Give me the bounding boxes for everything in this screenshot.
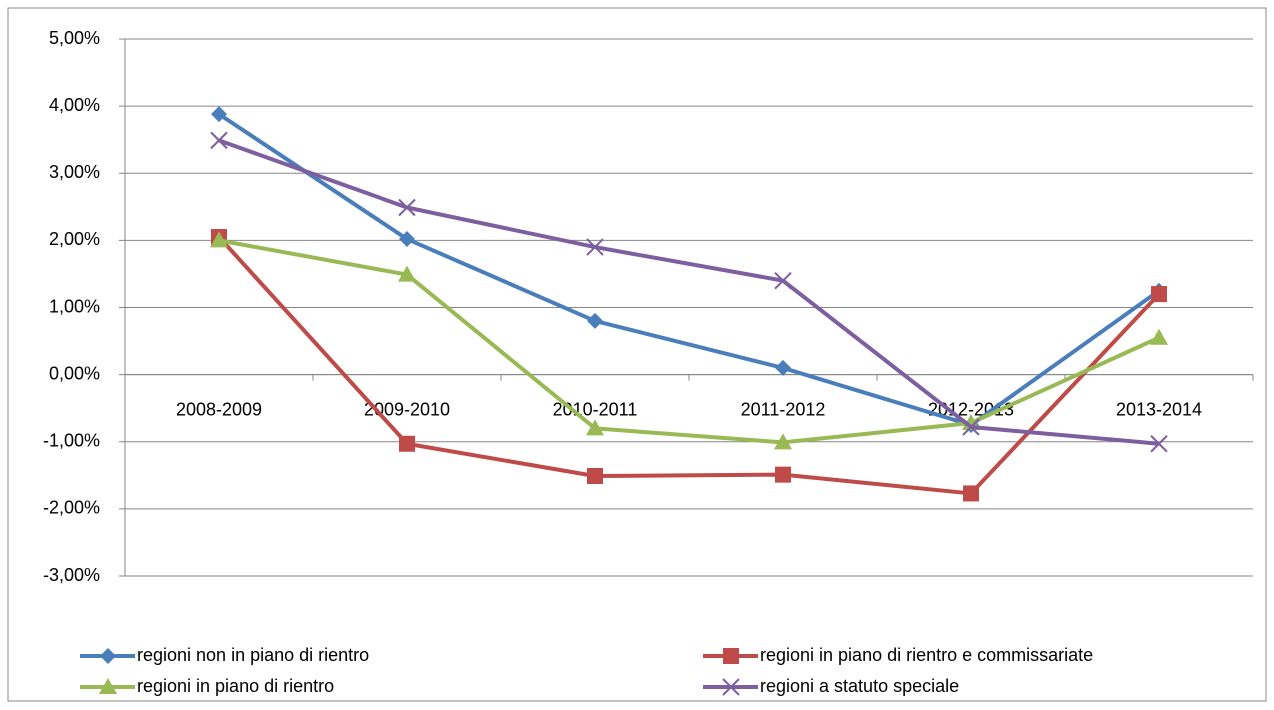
series-line: [218, 138, 1160, 446]
marker: [211, 106, 227, 123]
y-tick-label: 4,00%: [49, 95, 100, 115]
y-tick-label: 1,00%: [49, 296, 100, 316]
marker: [398, 198, 416, 217]
legend-label: regioni in piano di rientro: [137, 676, 334, 696]
y-tick-label: -1,00%: [43, 431, 100, 451]
marker: [722, 678, 740, 696]
y-tick-label: 3,00%: [49, 162, 100, 182]
marker: [399, 231, 415, 248]
marker: [963, 485, 979, 502]
legend-label: regioni a statuto speciale: [760, 676, 959, 696]
marker: [587, 312, 603, 329]
marker: [775, 466, 791, 483]
marker: [962, 418, 980, 436]
y-tick-label: -2,00%: [43, 498, 100, 518]
x-tick-label: 2008-2009: [176, 399, 262, 419]
legend-label: regioni non in piano di rientro: [137, 645, 369, 665]
marker: [99, 678, 117, 694]
marker: [774, 271, 792, 290]
marker: [775, 359, 791, 376]
marker: [1150, 328, 1168, 345]
marker: [586, 238, 604, 256]
x-tick-label: 2011-2012: [741, 399, 826, 419]
series-line: [217, 112, 1161, 427]
marker: [1150, 435, 1168, 453]
marker: [1151, 286, 1167, 303]
chart-border: [7, 7, 1267, 702]
x-tick-label: 2013-2014: [1116, 399, 1202, 419]
series-line: [217, 235, 1161, 496]
marker: [586, 419, 604, 436]
marker: [210, 231, 228, 248]
marker: [723, 648, 739, 664]
marker: [587, 467, 603, 484]
y-tick-label: -3,00%: [43, 565, 100, 585]
legend-label: regioni in piano di rientro e commissari…: [760, 645, 1093, 665]
y-tick-label: 0,00%: [49, 363, 100, 383]
x-tick-label: 2009-2010: [364, 399, 450, 419]
x-tick-label: 2010-2011: [553, 399, 638, 419]
marker: [399, 435, 415, 452]
marker: [774, 433, 792, 450]
y-tick-label: 2,00%: [49, 229, 100, 249]
y-tick-label: 5,00%: [49, 28, 100, 48]
series-line: [218, 238, 1160, 445]
marker: [398, 265, 416, 282]
marker: [210, 131, 228, 150]
marker: [100, 648, 116, 664]
